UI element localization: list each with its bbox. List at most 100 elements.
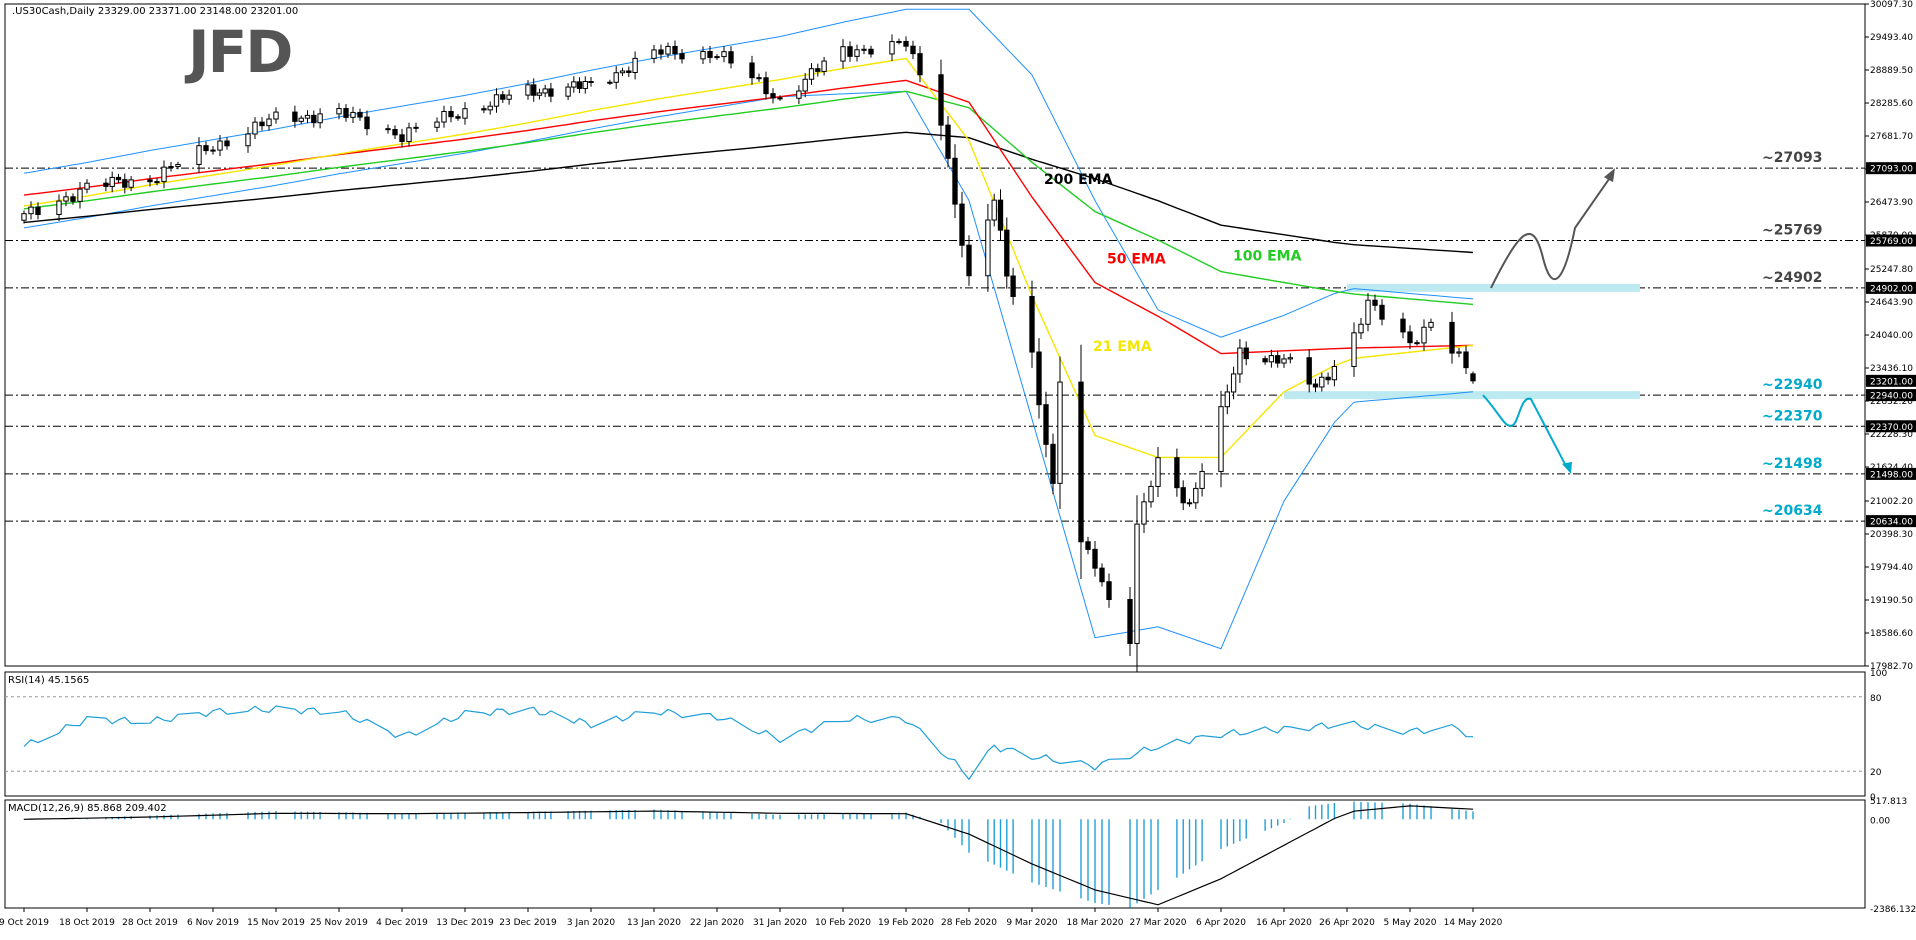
candle-up — [336, 108, 342, 115]
candle-up — [63, 196, 69, 202]
candle-up — [168, 166, 174, 169]
candle-up — [1428, 321, 1434, 328]
price-axis-label: 28889.50 — [1870, 66, 1913, 76]
candle-down — [959, 203, 965, 246]
candle-down — [1004, 229, 1010, 277]
date-axis-label: 28 Feb 2020 — [941, 918, 997, 928]
candle-up — [796, 90, 802, 99]
level-label-22940: ~22940 — [1762, 377, 1823, 393]
date-axis-label: 4 Dec 2019 — [376, 918, 428, 928]
ema100-line — [23, 90, 1474, 306]
candle-up — [1365, 299, 1371, 325]
candle-down — [1379, 304, 1385, 320]
candle-up — [613, 72, 619, 83]
candle-down — [1099, 567, 1105, 583]
candle-down — [1275, 355, 1281, 364]
ema50-line — [23, 79, 1474, 355]
candle-down — [531, 84, 537, 96]
candle-down — [1449, 321, 1455, 354]
candle-up — [462, 108, 468, 119]
candle-up — [77, 188, 83, 202]
candle-up — [493, 94, 500, 107]
candle-up — [1224, 391, 1230, 408]
candle-up — [1287, 357, 1293, 360]
candle-up — [525, 84, 531, 96]
date-axis-label: 18 Mar 2020 — [1066, 918, 1123, 928]
candle-down — [903, 40, 909, 47]
candle-up — [808, 68, 815, 80]
candle-down — [115, 176, 122, 181]
candle-up — [536, 92, 543, 96]
date-axis-label: 27 Mar 2020 — [1129, 918, 1186, 928]
candle-up — [441, 110, 447, 123]
candle-down — [672, 45, 678, 55]
candle-down — [1407, 331, 1413, 344]
date-axis-label: 3 Jan 2020 — [567, 918, 615, 928]
candle-up — [1237, 347, 1243, 375]
date-axis-label: 15 Nov 2019 — [247, 918, 305, 928]
candle-up — [1421, 326, 1427, 344]
candle-up — [821, 60, 827, 72]
candle-down — [1029, 295, 1035, 353]
candle-up — [350, 111, 356, 118]
macd-axis-label: -2386.132 — [1870, 905, 1916, 915]
candle-up — [413, 126, 419, 129]
candle-up — [1456, 351, 1462, 354]
candle-down — [1186, 502, 1193, 505]
candle-down — [588, 80, 594, 83]
candle-down — [103, 182, 109, 187]
candle-up — [1141, 501, 1147, 525]
candle-up — [304, 114, 311, 119]
date-axis-label: 13 Jan 2020 — [627, 918, 681, 928]
price-axis-label: 29493.40 — [1870, 33, 1913, 43]
candle-up — [632, 57, 638, 73]
candle-down — [259, 121, 265, 127]
candle-up — [298, 117, 304, 122]
symbol-header: .US30Cash,Daily 23329.00 23371.00 23148.… — [12, 6, 298, 17]
price-tag — [1866, 420, 1916, 433]
level-label-21498: ~21498 — [1762, 456, 1822, 472]
candle-up — [1319, 376, 1325, 388]
rsi-pane-frame — [4, 671, 1866, 797]
candle-down — [364, 116, 370, 130]
candle-down — [399, 134, 405, 142]
date-axis-label: 6 Apr 2020 — [1196, 918, 1246, 928]
candle-up — [802, 78, 808, 92]
candle-down — [1127, 599, 1133, 644]
candle-down — [1372, 299, 1378, 306]
candle-up — [861, 48, 867, 51]
jfd-logo: JFD — [184, 18, 291, 86]
candle-down — [910, 45, 916, 55]
candle-up — [154, 181, 160, 184]
candle-down — [763, 77, 769, 95]
candle-down — [1092, 548, 1098, 569]
candle-down — [1414, 342, 1420, 345]
ema200-line — [23, 131, 1474, 254]
candle-up — [273, 111, 279, 120]
candle-up — [21, 213, 27, 221]
date-axis-label: 5 May 2020 — [1384, 918, 1437, 928]
price-tag-label: 23201.00 — [1870, 377, 1913, 387]
candle-up — [56, 200, 62, 216]
candle-down — [448, 110, 454, 118]
ema-label: 100 EMA — [1233, 249, 1302, 265]
candle-up — [1351, 332, 1357, 368]
candle-down — [481, 108, 487, 111]
price-tag — [1866, 162, 1916, 175]
price-axis-label: 26473.90 — [1870, 198, 1913, 208]
candle-down — [707, 51, 713, 58]
candle-up — [1134, 523, 1140, 644]
candle-up — [1148, 485, 1154, 503]
candle-up — [487, 105, 493, 111]
candle-up — [700, 51, 706, 60]
date-axis-label: 23 Dec 2019 — [499, 918, 557, 928]
candle-up — [651, 49, 657, 59]
rsi-line — [23, 705, 1474, 781]
candle-up — [1199, 470, 1205, 489]
candle-down — [122, 179, 128, 188]
price-axis-label: 22832.20 — [1870, 397, 1913, 407]
price-axis-label: 19190.50 — [1870, 596, 1913, 606]
candle-up — [721, 51, 727, 58]
candle-down — [203, 145, 209, 152]
